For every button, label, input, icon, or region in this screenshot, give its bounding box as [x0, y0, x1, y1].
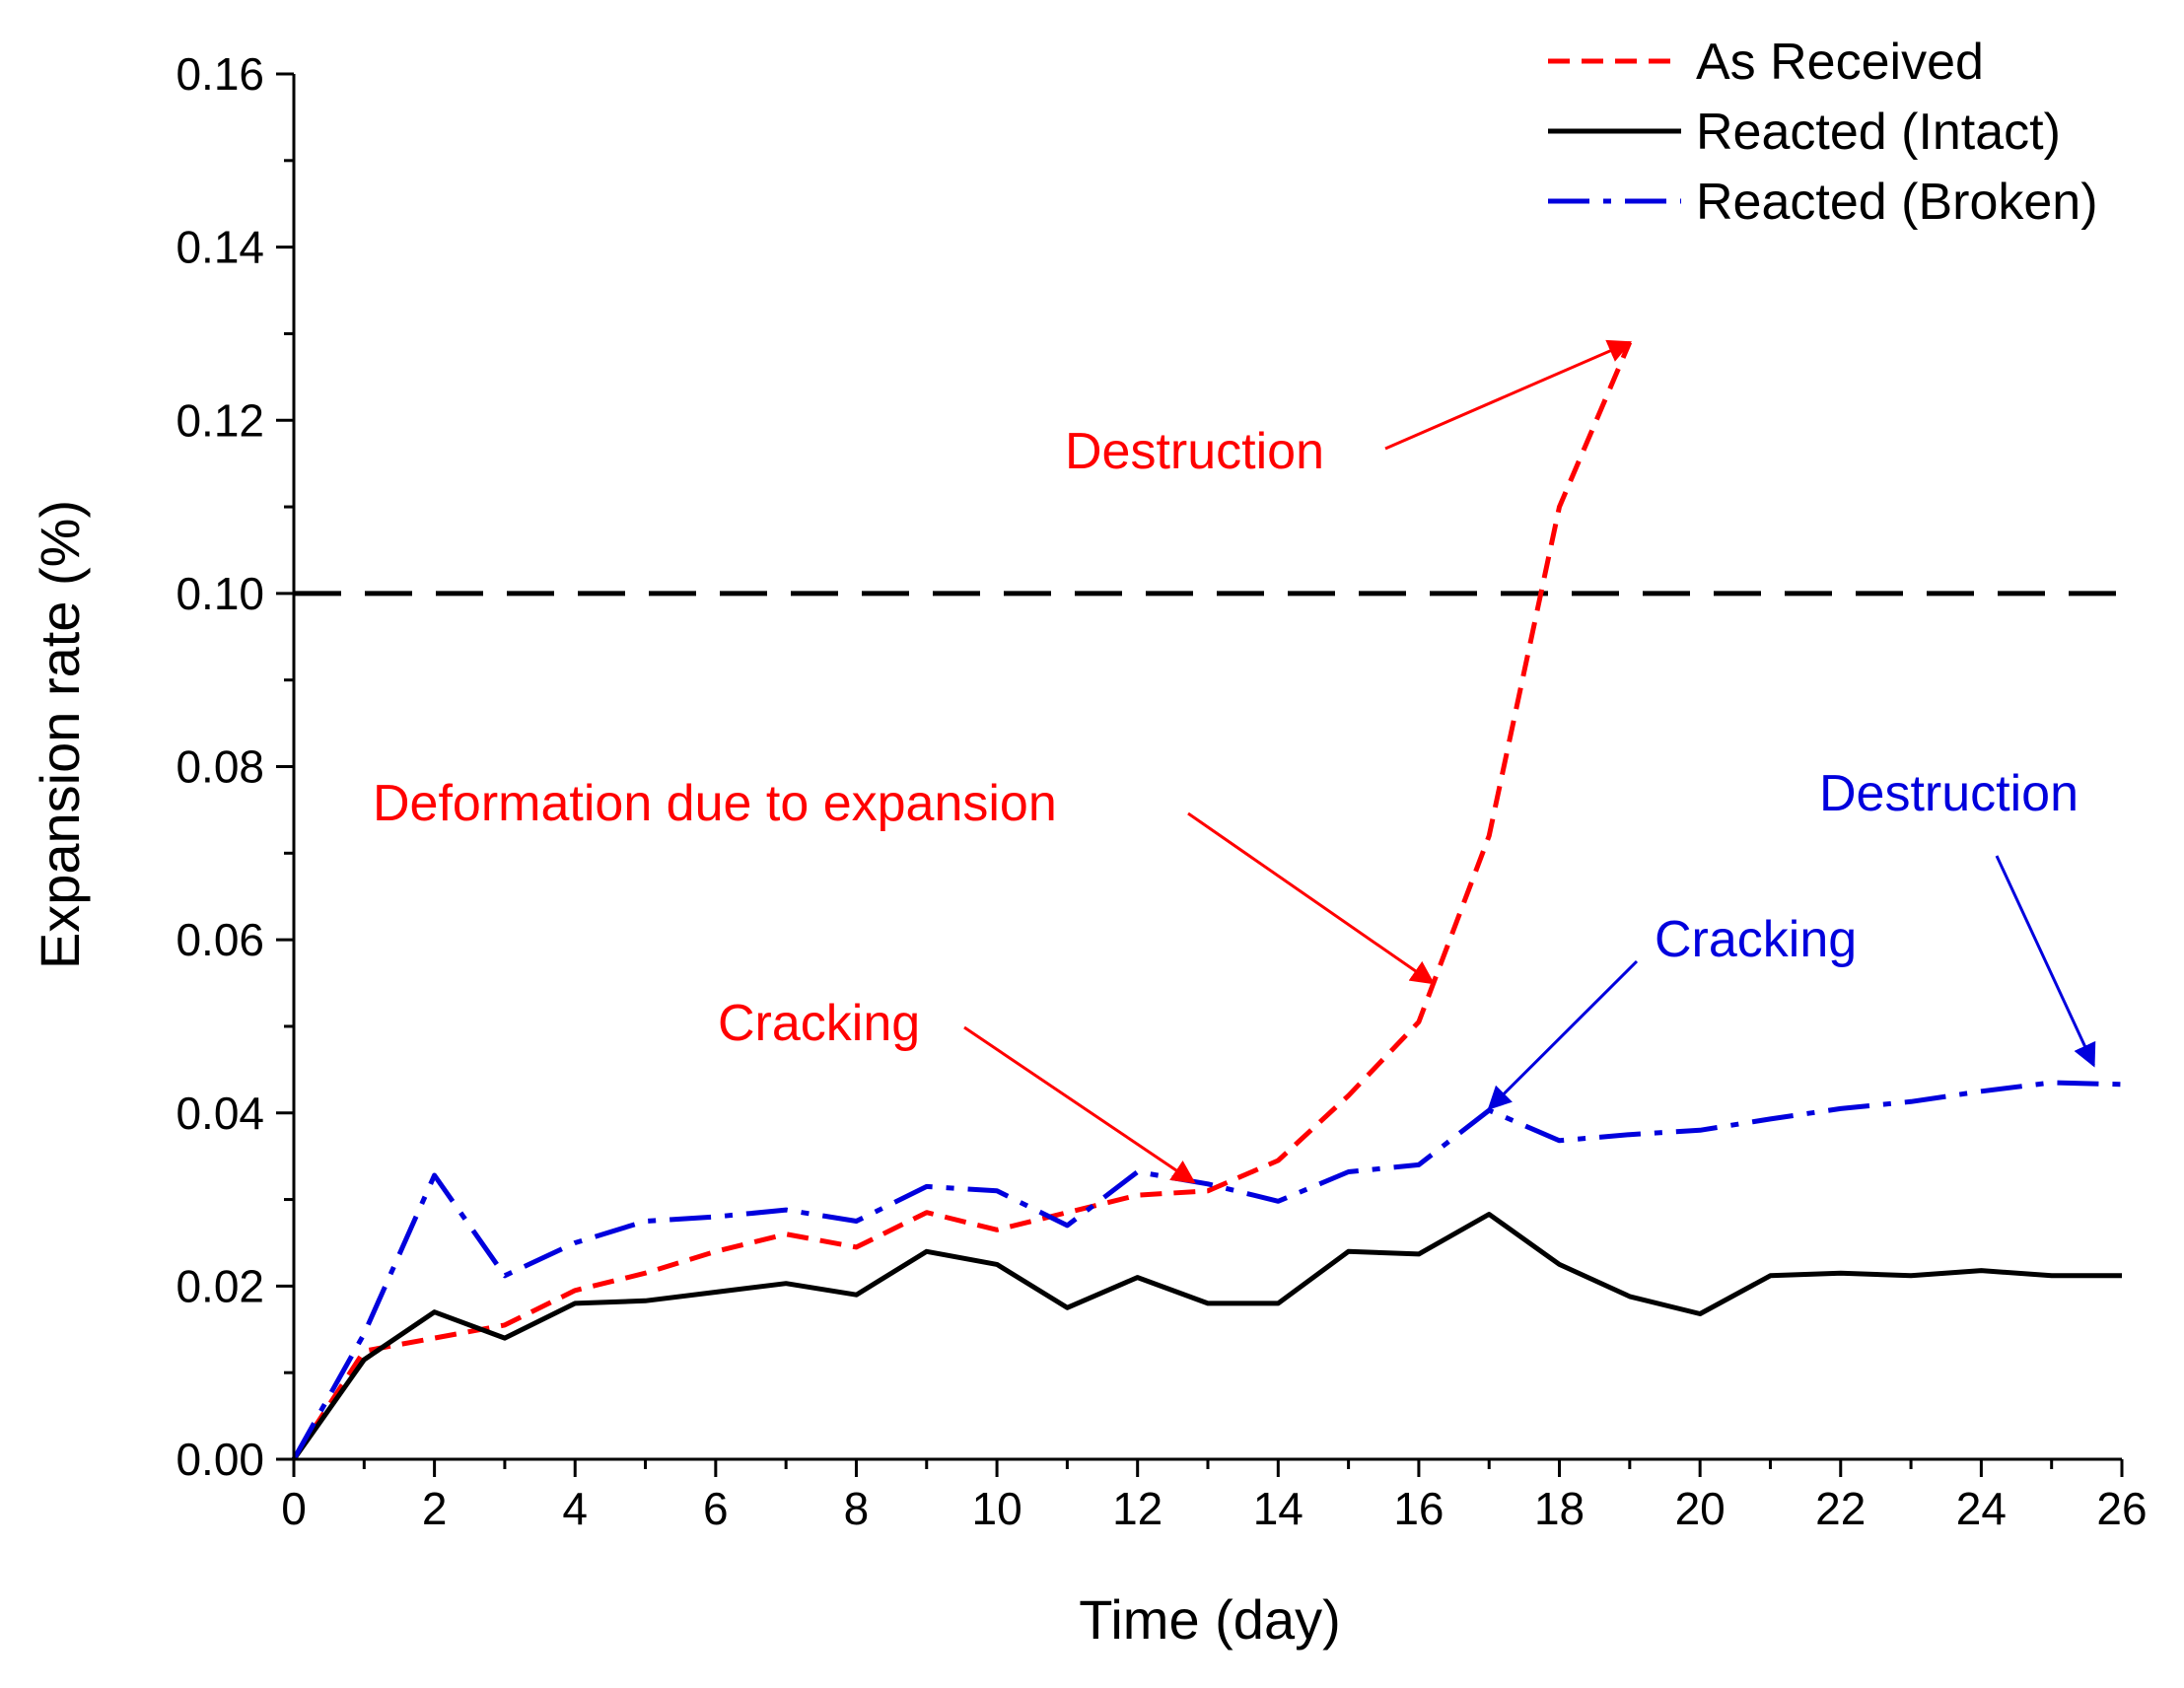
x-tick-label: 10 — [971, 1483, 1022, 1534]
x-axis-title: Time (day) — [1079, 1588, 1341, 1651]
annotation-label-3: Cracking — [718, 995, 920, 1052]
y-tick-label: 0.02 — [176, 1260, 264, 1311]
annotation-arrow-4 — [1487, 959, 1639, 1111]
x-tick-label: 14 — [1253, 1483, 1303, 1534]
x-tick-label: 18 — [1534, 1483, 1585, 1534]
y-tick-label: 0.08 — [176, 741, 264, 793]
x-tick-label: 12 — [1112, 1483, 1162, 1534]
x-tick-label: 8 — [844, 1483, 870, 1534]
series-line-2 — [291, 1212, 2122, 1461]
y-tick-label: 0.06 — [176, 914, 264, 965]
annotation-label-2: Deformation due to expansion — [373, 775, 1057, 832]
y-axis-title: Expansion rate (%) — [29, 500, 91, 969]
annotation-label-4: Cracking — [1655, 911, 1857, 968]
y-tick-label: 0.04 — [176, 1088, 264, 1139]
x-tick-label: 20 — [1675, 1483, 1726, 1534]
annotation-arrow-3 — [963, 1025, 1196, 1184]
axis-layer: 0 2 4 6 8 10 12 14 16 18 20 22 24 260.000.020.040.060… — [176, 48, 2147, 1534]
series-line-1 — [291, 341, 1633, 1461]
legend-label-1: As Received — [1696, 34, 1984, 91]
x-tick-label: 0 — [281, 1483, 307, 1534]
annotation-arrow-5 — [1995, 855, 2096, 1068]
y-tick-label: 0.12 — [176, 394, 264, 446]
x-tick-label: 26 — [2096, 1483, 2147, 1534]
annotation-label-5: Destruction — [1819, 765, 2078, 822]
legend-label-2: Reacted (Intact) — [1696, 104, 2061, 161]
x-tick-label: 24 — [1956, 1483, 2007, 1534]
x-tick-label: 22 — [1815, 1483, 1866, 1534]
legend-label-3: Reacted (Broken) — [1696, 174, 2098, 231]
y-tick-label: 0.10 — [176, 568, 264, 619]
y-tick-label: 0.00 — [176, 1434, 264, 1485]
y-tick-label: 0.16 — [176, 48, 264, 100]
x-tick-label: 4 — [562, 1483, 588, 1534]
y-tick-label: 0.14 — [176, 222, 264, 273]
x-tick-label: 2 — [422, 1483, 448, 1534]
annotation-arrow-2 — [1187, 811, 1436, 985]
series-line-3 — [291, 1080, 2123, 1461]
series-layer — [291, 341, 2123, 1461]
annotation-arrow-1 — [1384, 339, 1633, 451]
legend: As Received Reacted (Intact) Reacted (Brok… — [1548, 34, 2098, 231]
annotation-label-1: Destruction — [1065, 423, 1324, 480]
annotation-layer: Destruction Deformation due to expansion C… — [373, 339, 2096, 1184]
x-tick-label: 16 — [1393, 1483, 1444, 1534]
x-tick-label: 6 — [703, 1483, 729, 1534]
